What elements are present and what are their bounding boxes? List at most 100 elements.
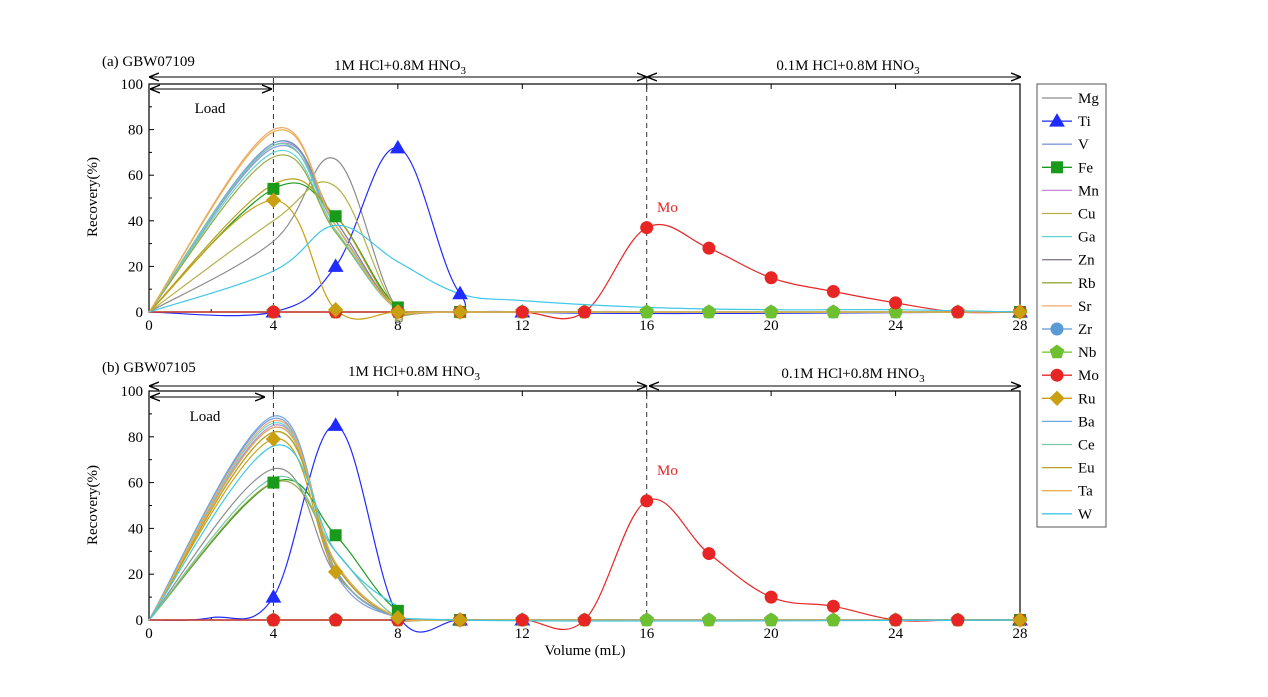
panel-b-point-ti (265, 589, 282, 603)
panel-a-point-ti (389, 139, 406, 154)
legend-marker-ru (1049, 390, 1065, 407)
legend-item-eu: Eu (1042, 461, 1095, 477)
legend-label: Ce (1078, 438, 1095, 454)
legend-item-fe: Fe (1042, 160, 1093, 176)
panel-b-point-nb (701, 612, 717, 627)
panel-b-x-tick-label: 0 (145, 626, 153, 642)
panel-a-series-ce (148, 142, 1021, 318)
panel-a-point-nb (701, 304, 717, 319)
panel-a-series-w (148, 224, 1021, 313)
panel-b-series-w (148, 444, 1021, 622)
panel-a-y-tick-label: 100 (121, 77, 144, 93)
panel-a-y-tick-label: 0 (136, 305, 144, 321)
panel-a-point-ru (265, 192, 282, 208)
panel-b-x-tick-label: 28 (1013, 626, 1028, 642)
panel-b-plot: 0 4 8 12 16 20 24 28 0 20 40 60 80 100 (121, 384, 1028, 642)
panel-b-series-cu (148, 431, 1021, 624)
panel-b-series-v (148, 417, 1021, 623)
panel-b-point-mo (578, 613, 591, 627)
panel-a-y-tick-label: 40 (128, 214, 143, 230)
legend-label: Zn (1078, 253, 1095, 269)
legend-item-rb: Rb (1042, 276, 1096, 292)
panel-a-series-v (148, 144, 1021, 318)
legend-label: Ru (1078, 391, 1096, 407)
panel-b-point-mo (951, 613, 965, 627)
panel-b-point-mo (764, 590, 778, 604)
panel-a-x-tick-label: 4 (270, 318, 278, 334)
panel-b-y-tick-label: 100 (121, 384, 144, 400)
panel-a-series-zn (148, 140, 1021, 319)
panel-a-y-tick-label: 80 (128, 123, 143, 139)
panel-b-y-tick-label: 80 (128, 430, 143, 446)
panel-a-section1-label: 1M HCl+0.8M HNO3 (334, 58, 466, 77)
panel-a-ylabel: Recovery(%) (85, 157, 101, 237)
panel-b-point-nb (826, 612, 841, 627)
legend-item-zn: Zn (1042, 253, 1095, 269)
panel-a-y-tick-label: 60 (128, 168, 143, 184)
legend-label: Sr (1078, 299, 1091, 315)
panel-b-series-fe (148, 479, 1021, 622)
legend-label: Rb (1078, 276, 1096, 292)
legend-label: Ba (1078, 414, 1095, 430)
panel-b-y-tick-label: 20 (128, 567, 143, 583)
legend-item-cu: Cu (1042, 207, 1096, 223)
panel-b-ylabel: Recovery(%) (85, 465, 101, 545)
legend-item-ce: Ce (1042, 438, 1095, 454)
panel-a-point-ru (390, 304, 406, 320)
legend-label: Mn (1078, 183, 1099, 199)
panel-b-series-zn (148, 426, 1021, 624)
panel-a-title: (a) GBW07109 (102, 54, 195, 70)
panel-a-point-ru (1012, 304, 1028, 320)
legend-marker-mo (1050, 368, 1064, 382)
panel-b-point-mo (889, 613, 903, 627)
panel-b-mo-label: Mo (657, 463, 678, 479)
panel-a-point-ti (452, 285, 468, 300)
legend-item-v: V (1042, 137, 1089, 153)
legend-item-zr: Zr (1042, 322, 1092, 338)
panel-b-series-eu (148, 431, 1021, 624)
panel-b-point-mo (515, 613, 529, 627)
panel-a-mo-label: Mo (657, 200, 678, 216)
panel-a-point-mo (764, 271, 778, 285)
legend-item-nb: Nb (1042, 344, 1096, 361)
panel-a-series-ga (148, 149, 1021, 318)
panel-b-series-ta (148, 426, 1021, 624)
panel-a-series-mg (148, 157, 1021, 324)
panel-b-point-mo (266, 613, 280, 627)
legend-item-ta: Ta (1042, 484, 1093, 500)
panel-b-point-ru (327, 564, 344, 580)
panel-a-y-tick-label: 20 (128, 259, 143, 275)
legend-label: W (1078, 507, 1093, 523)
panel-a-series-fe (148, 182, 1021, 317)
panel-b-series-mo (149, 498, 1020, 631)
panel-b-series-mg (148, 468, 1021, 623)
panel-a-point-mo (578, 305, 591, 319)
panel-b-y-tick-label: 0 (136, 613, 144, 629)
panel-b-x-tick-label: 8 (394, 626, 402, 642)
panel-a-point-nb (763, 304, 779, 319)
legend-marker-zr (1050, 322, 1064, 336)
panel-a-x-tick-label: 12 (515, 318, 530, 334)
panel-b-x-tick-label: 24 (888, 626, 904, 642)
legend-item-w: W (1042, 507, 1093, 523)
panel-b-point-ti (327, 417, 344, 431)
panel-a-load-label: Load (195, 101, 226, 117)
panel-b-y-tick-label: 40 (128, 521, 143, 537)
panel-b-point-mo (702, 547, 716, 561)
panel-b-series-sr (148, 420, 1021, 623)
panel-a-section2-label: 0.1M HCl+0.8M HNO3 (776, 58, 920, 77)
panel-a-point-ti (327, 258, 344, 272)
panel-a-point-mo (702, 241, 716, 255)
panel-b-section2-label: 0.1M HCl+0.8M HNO3 (781, 366, 925, 385)
legend-label: Nb (1078, 345, 1096, 361)
panel-a-point-mo (515, 305, 529, 319)
panel-a-series-cu (148, 181, 1021, 321)
panel-b-point-ru (1012, 612, 1028, 628)
panel-a-series-mo (148, 223, 1021, 320)
panel-a: (a) GBW07109 1M HCl+0.8M HNO3 0.1M HCl+0… (85, 54, 1028, 334)
panel-a-x-tick-label: 8 (394, 318, 402, 334)
panel-b-x-tick-label: 4 (270, 626, 278, 642)
panel-b-point-nb (639, 612, 654, 627)
panel-b-x-tick-label: 12 (515, 626, 530, 642)
